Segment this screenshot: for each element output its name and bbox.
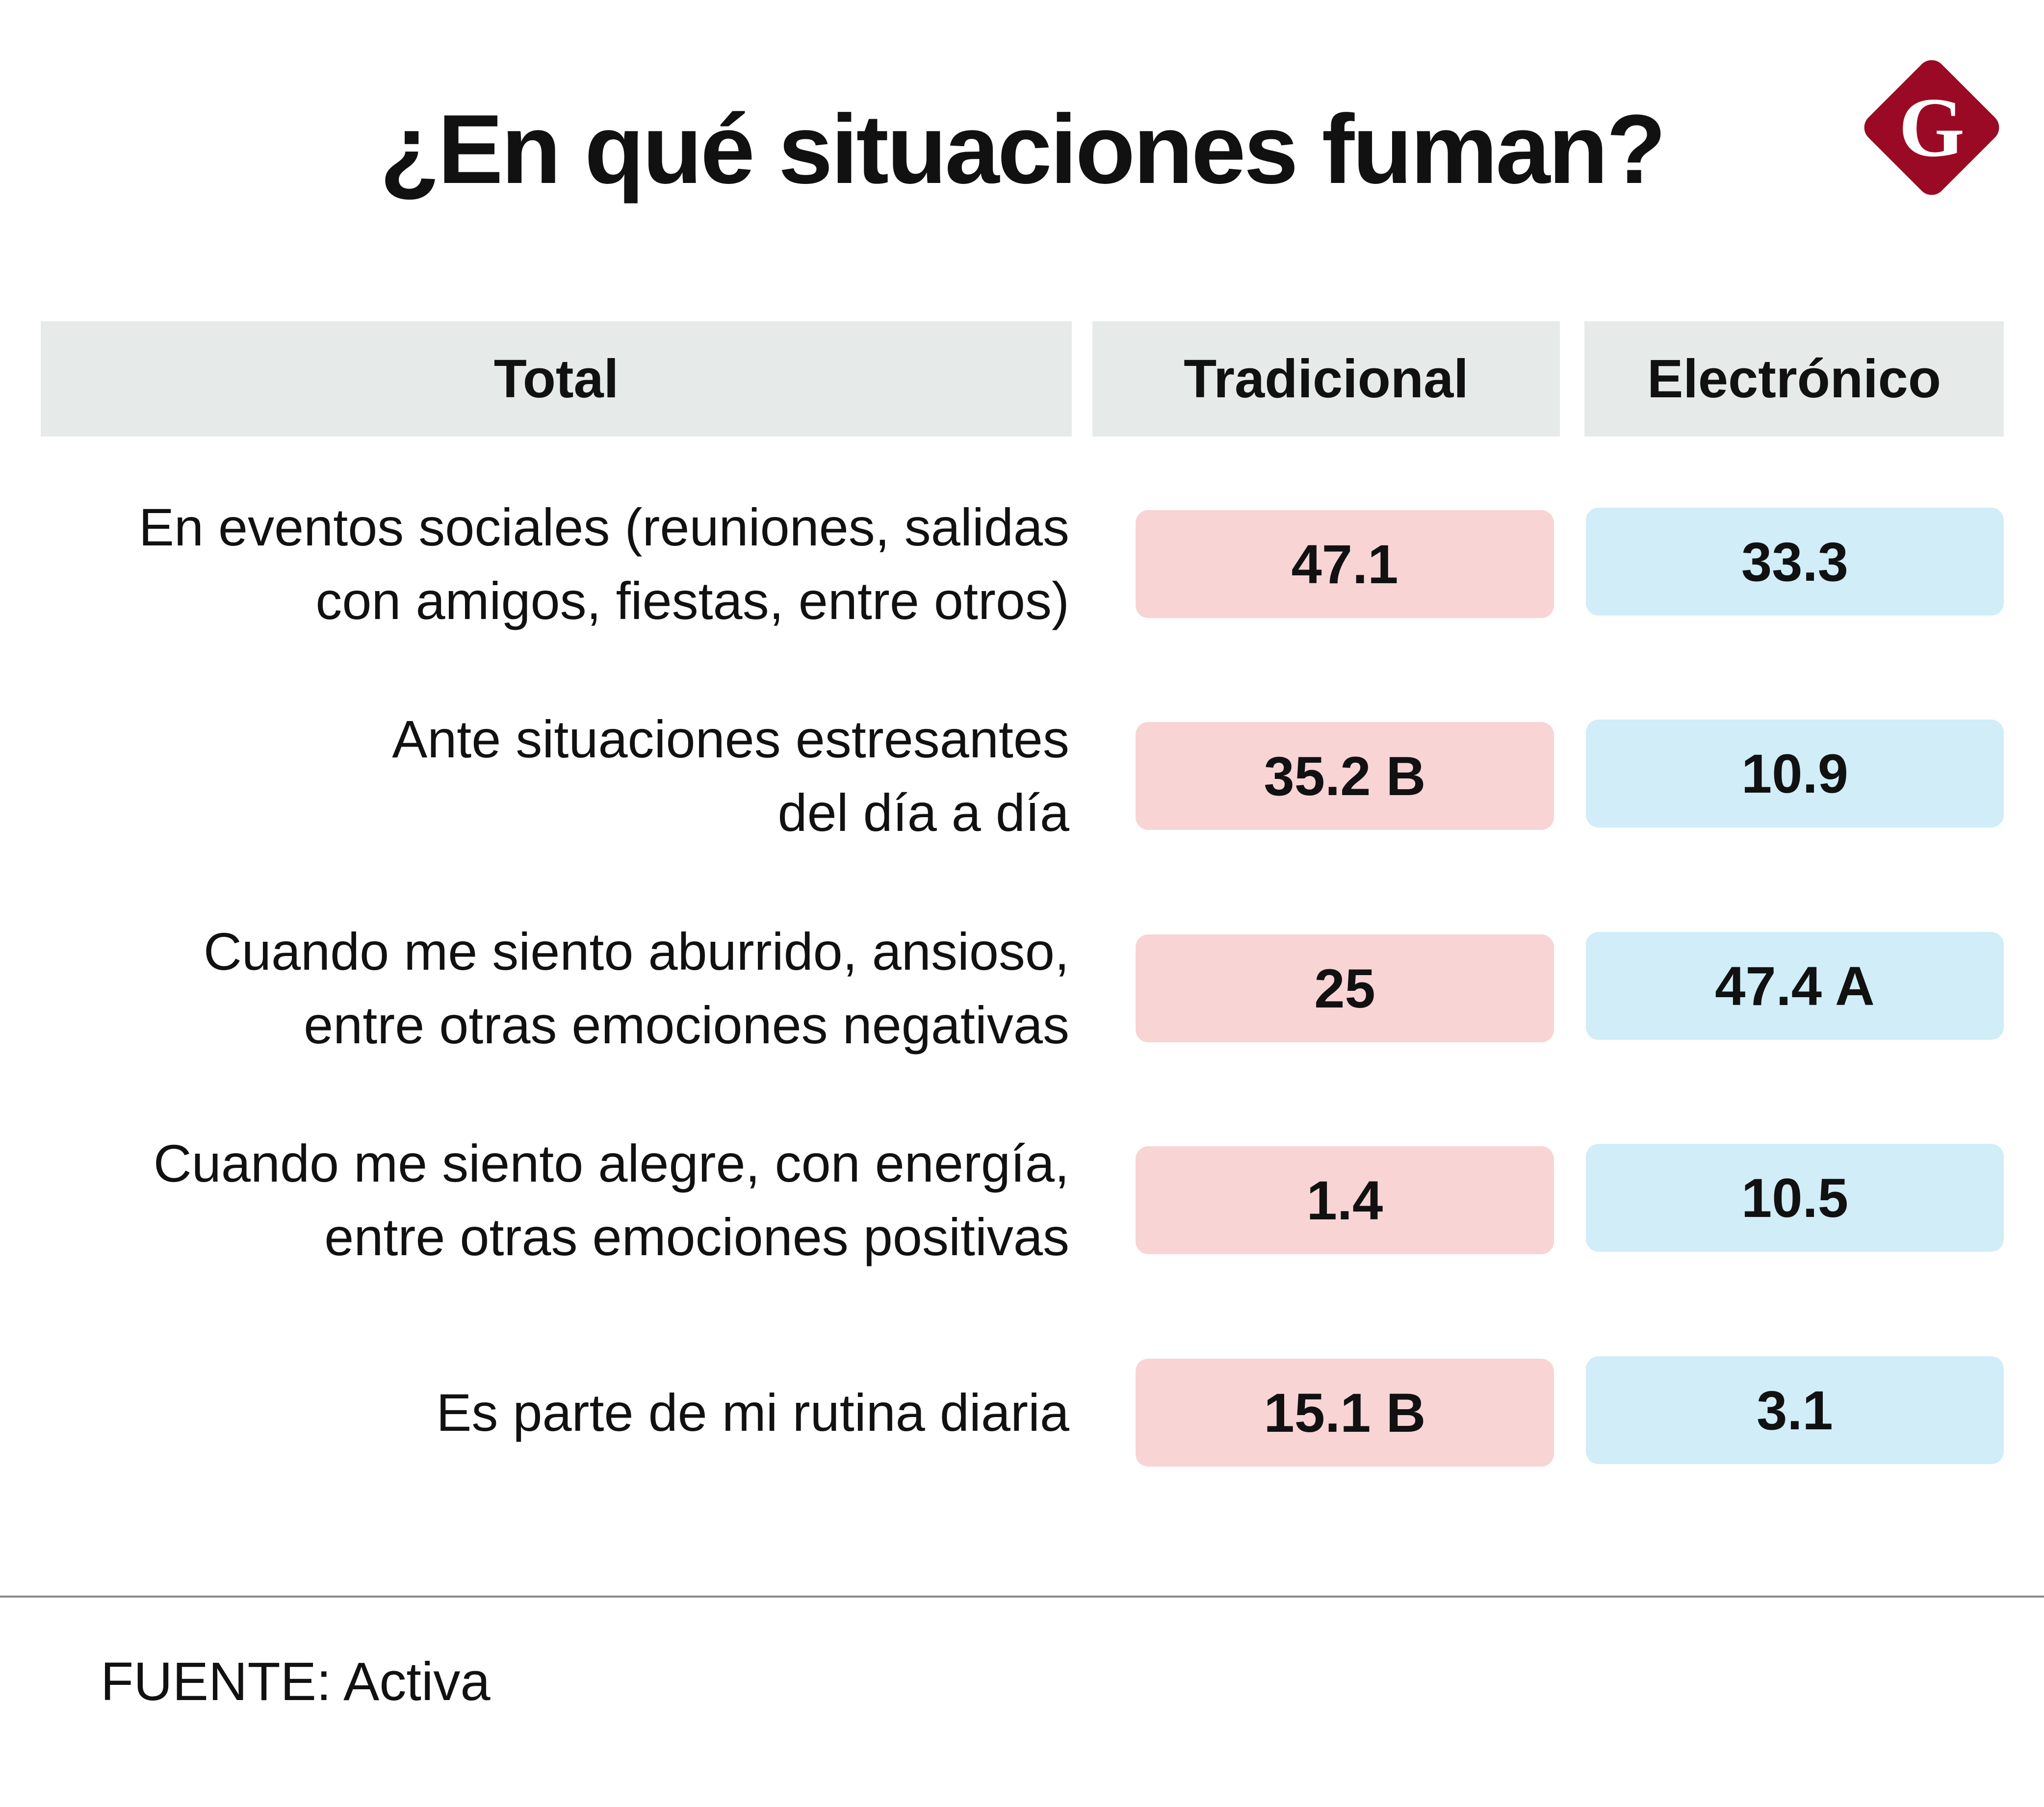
row-label: Ante situaciones estresantes del día a dí… [20, 702, 1069, 850]
value-tradicional: 1.4 [1136, 1146, 1554, 1254]
source-note: FUENTE: Activa [101, 1652, 491, 1712]
value-tradicional: 35.2 B [1136, 722, 1554, 830]
value-electronico: 33.3 [1586, 508, 2004, 616]
row-label-line: entre otras emociones positivas [324, 1207, 1069, 1266]
value-electronico: 47.4 A [1586, 932, 2004, 1040]
row-label: Cuando me siento alegre, con energía, ent… [20, 1127, 1069, 1274]
divider [0, 1596, 2044, 1598]
row-label-line: del día a día [777, 783, 1069, 842]
value-tradicional: 47.1 [1136, 510, 1554, 618]
header-tradicional: Tradicional [1092, 321, 1560, 437]
row-label: En eventos sociales (reuniones, salidas c… [20, 490, 1069, 638]
row-label-line: con amigos, fiestas, entre otros) [315, 571, 1069, 630]
value-tradicional: 15.1 B [1136, 1359, 1554, 1467]
row-label: Es parte de mi rutina diaria [20, 1376, 1069, 1449]
value-electronico: 10.5 [1586, 1144, 2004, 1252]
row-label-line: En eventos sociales (reuniones, salidas [138, 497, 1069, 557]
row-label: Cuando me siento aburrido, ansioso, entre… [20, 915, 1069, 1062]
chart-title: ¿En qué situaciones fuman? [380, 95, 1666, 204]
header-electronico: Electrónico [1584, 321, 2004, 437]
brand-logo-icon: G [1864, 60, 1999, 195]
row-label-line: Cuando me siento aburrido, ansioso, [203, 922, 1069, 981]
logo-letter: G [1899, 81, 1965, 175]
value-electronico: 3.1 [1586, 1356, 2004, 1464]
row-label-line: Es parte de mi rutina diaria [436, 1383, 1069, 1442]
row-label-line: Ante situaciones estresantes [392, 709, 1069, 769]
row-label-line: Cuando me siento alegre, con energía, [153, 1134, 1069, 1193]
value-electronico: 10.9 [1586, 720, 2004, 827]
header-total: Total [41, 321, 1072, 437]
value-tradicional: 25 [1136, 934, 1554, 1042]
row-label-line: entre otras emociones negativas [304, 995, 1069, 1055]
